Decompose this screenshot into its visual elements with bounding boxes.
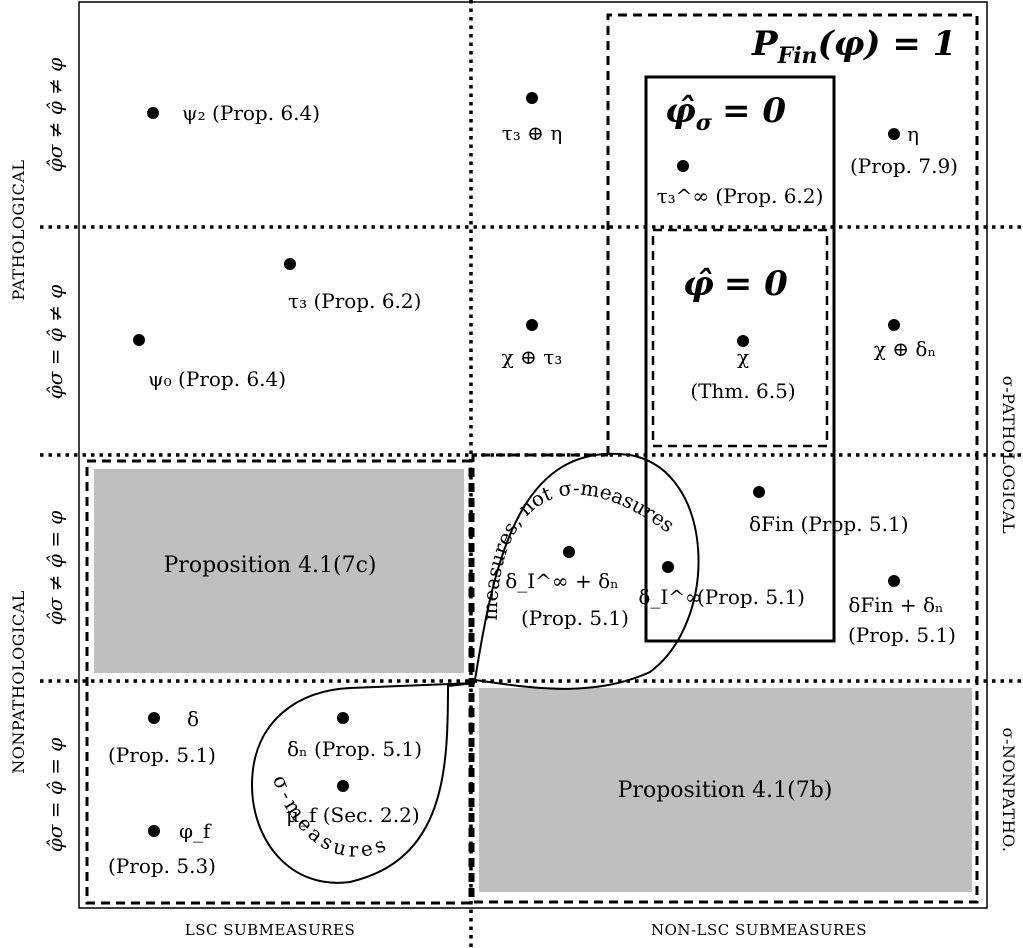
tau3inf-point [677, 160, 689, 172]
deltaIinf-label: δ_I^∞ [638, 585, 701, 609]
chi-point [737, 335, 749, 347]
deltaIinf-point [662, 561, 674, 573]
deltaIinf-deltan-ref-label: (Prop. 5.1) [521, 606, 629, 630]
deltaFin-deltan-label: δFin + δₙ [848, 593, 943, 617]
points [133, 92, 900, 837]
sigma-measures-curve [250, 682, 476, 884]
chi-deltan-label: χ ⊕ δₙ [874, 337, 936, 361]
deltaIinf-deltan-point [563, 546, 575, 558]
tau3inf-label: τ₃^∞ (Prop. 6.2) [657, 184, 824, 208]
deltaIinf-ref-label: (Prop. 5.1) [697, 585, 805, 609]
chi-label: χ [737, 345, 749, 369]
pfin-region-border [471, 13, 979, 904]
eta-label: η [907, 122, 919, 146]
phi-zero-heading: φ̂ = 0 [683, 264, 788, 304]
phif-ref-label: (Prop. 5.3) [108, 854, 216, 878]
sigma-nonpathological-label: σ-NONPATHO. [999, 728, 1018, 853]
nonpathological-lsc-region [85, 459, 472, 905]
proposition-7c-box [94, 469, 464, 673]
proposition-7c-label: Proposition 4.1(7c) [164, 553, 377, 578]
tau3-eta-point [526, 92, 538, 104]
proposition-7b-label: Proposition 4.1(7b) [618, 778, 833, 803]
delta-point [148, 712, 160, 724]
phif-label: φ_f [179, 819, 212, 843]
delta-ref-label: (Prop. 5.1) [108, 743, 216, 767]
tau3-eta-label: τ₃ ⊕ η [502, 121, 563, 145]
psi0-point [133, 334, 145, 346]
deltaFin-point [753, 486, 765, 498]
muf-label: μ_f (Sec. 2.2) [286, 803, 420, 827]
deltan-label: δₙ (Prop. 5.1) [287, 737, 422, 761]
grid-dividers [40, 0, 1023, 948]
deltaFin-deltan-point [888, 575, 900, 587]
pfin-heading: PFin(φ) = 1 [751, 24, 956, 69]
row-1-condition: φ̂σ ≠ φ̂ ≠ φ [43, 58, 67, 173]
measures-not-sigma-curve [473, 452, 700, 690]
eta-ref-label: (Prop. 7.9) [850, 154, 958, 178]
deltaFin-deltan-ref-label: (Prop. 5.1) [848, 623, 956, 647]
row-2-condition: φ̂σ = φ̂ ≠ φ [43, 285, 67, 400]
psi2-label: ψ₂ (Prop. 6.4) [182, 101, 320, 125]
row-3-condition: φ̂σ ≠ φ̂ = φ [43, 511, 67, 626]
deltaIinf-deltan-label: δ_I^∞ + δₙ [505, 569, 619, 593]
nonpathological-label: NONPATHOLOGICAL [9, 590, 28, 774]
lsc-submeasures-label: LSC SUBMEASURES [185, 921, 356, 939]
sigma-pathological-label: σ-PATHOLOGICAL [999, 376, 1018, 534]
proposition-7b-box [479, 688, 972, 892]
psi0-label: ψ₀ (Prop. 6.4) [148, 367, 286, 391]
phi-sigma-zero-heading: φ̂σ = 0 [665, 91, 786, 136]
chi-tau3-point [526, 319, 538, 331]
deltaFin-label: δFin (Prop. 5.1) [749, 512, 909, 536]
psi2-point [147, 107, 159, 119]
delta-label: δ [187, 707, 199, 731]
non-lsc-submeasures-label: NON-LSC SUBMEASURES [651, 921, 867, 939]
row-4-condition: φ̂σ = φ̂ = φ [43, 738, 67, 853]
tau3-label: τ₃ (Prop. 6.2) [288, 289, 421, 313]
chi-deltan-point [888, 319, 900, 331]
chi-tau3-label: χ ⊕ τ₃ [502, 345, 563, 369]
pathological-label: PATHOLOGICAL [9, 160, 28, 301]
tau3-point [284, 258, 296, 270]
chi-ref-label: (Thm. 6.5) [690, 379, 795, 403]
phif-point [148, 825, 160, 837]
muf-point [337, 780, 349, 792]
phi-sigma-zero-region [644, 75, 836, 643]
deltan-point [337, 712, 349, 724]
eta-point [888, 128, 900, 140]
